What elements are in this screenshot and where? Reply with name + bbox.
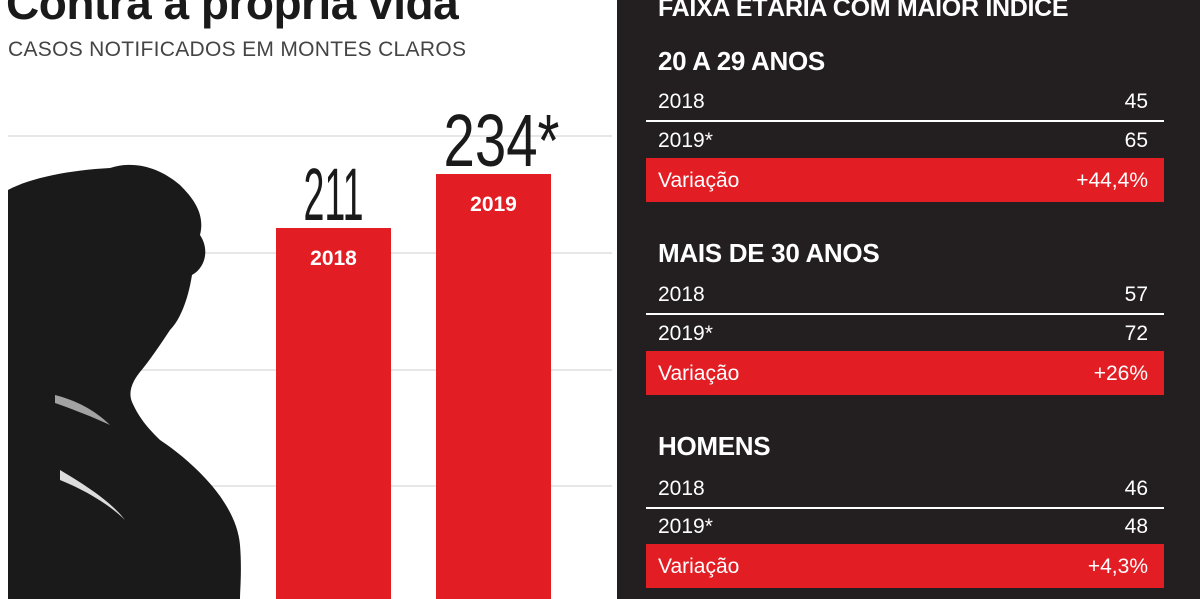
variation-value: +26%	[1093, 362, 1148, 385]
row-label: 2018	[658, 90, 705, 113]
bar-2019	[436, 174, 551, 599]
chart-title: Contra a própria vida	[6, 0, 459, 29]
table-row: 2018 57	[646, 275, 1164, 315]
row-value: 65	[1124, 129, 1148, 152]
row-label: 2019*	[658, 515, 713, 538]
category-label: 2018	[310, 247, 357, 270]
chart-area: 2018 211 2019 234* Contra a própria vida CA…	[6, 0, 612, 599]
variation-row: Variação +26%	[646, 351, 1164, 395]
category-label: 2019	[470, 193, 517, 216]
row-label: 2019*	[658, 322, 713, 345]
row-label: 2018	[658, 477, 705, 500]
row-label: 2018	[658, 283, 705, 306]
row-value: 46	[1124, 477, 1148, 500]
variation-value: +44,4%	[1076, 169, 1148, 192]
variation-row: Variação +44,4%	[646, 158, 1164, 202]
group-title-20-29: 20 A 29 ANOS	[658, 46, 825, 76]
variation-row: Variação +4,3%	[646, 544, 1164, 588]
bar-chart: 2018 211 2019 234*	[8, 99, 612, 599]
variation-label: Variação	[658, 362, 740, 385]
table-row: 2018 45	[646, 82, 1164, 122]
bars	[276, 174, 551, 599]
row-value: 48	[1124, 515, 1148, 538]
variation-label: Variação	[658, 555, 740, 578]
table-row: 2019* 72	[646, 314, 1164, 352]
table-row: 2019* 48	[646, 507, 1164, 545]
value-label: 234*	[444, 99, 560, 182]
row-value: 45	[1124, 90, 1148, 113]
silhouette-image	[8, 164, 241, 599]
row-label: 2019*	[658, 129, 713, 152]
table-row: 2019* 65	[646, 121, 1164, 159]
row-value: 72	[1124, 322, 1148, 345]
panel-heading: FAIXA ETÁRIA COM MAIOR ÍNDICE	[658, 0, 1069, 22]
stats-panel: FAIXA ETÁRIA COM MAIOR ÍNDICE 20 A 29 AN…	[617, 0, 1200, 599]
group-title-30-plus: MAIS DE 30 ANOS	[658, 238, 880, 268]
value-label: 211	[304, 153, 364, 236]
row-value: 57	[1124, 283, 1148, 306]
group-title-homens: HOMENS	[658, 431, 771, 461]
variation-label: Variação	[658, 169, 740, 192]
table-row: 2018 46	[646, 469, 1164, 509]
bar-2018	[276, 228, 391, 599]
chart-subtitle: CASOS NOTIFICADOS EM MONTES CLAROS	[8, 38, 467, 61]
variation-value: +4,3%	[1087, 555, 1148, 578]
